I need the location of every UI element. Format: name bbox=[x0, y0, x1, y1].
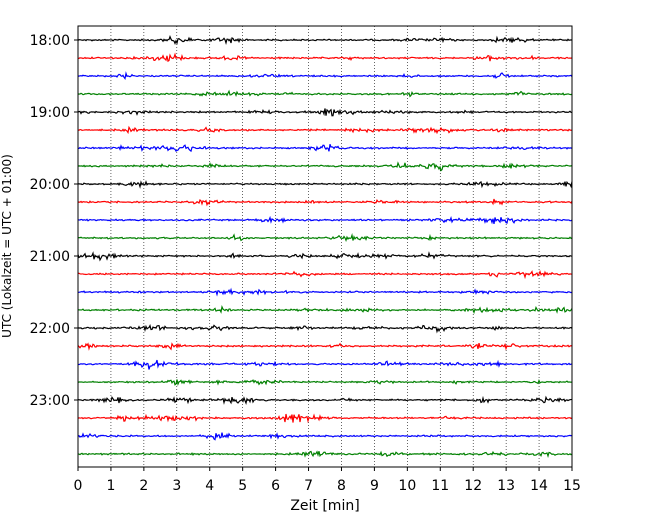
trace-line bbox=[77, 304, 573, 315]
trace-line bbox=[77, 34, 573, 45]
trace-line bbox=[77, 324, 573, 334]
x-tick-label: 15 bbox=[563, 478, 581, 494]
trace-line bbox=[77, 395, 573, 405]
trace-line bbox=[77, 233, 573, 242]
seismic-traces bbox=[77, 34, 573, 459]
x-tick-label: 10 bbox=[398, 478, 416, 494]
x-tick-label: 9 bbox=[370, 478, 379, 494]
trace-line bbox=[77, 251, 572, 262]
trace-line bbox=[77, 269, 573, 280]
trace-line bbox=[77, 359, 573, 370]
x-tick-label: 1 bbox=[106, 478, 115, 494]
y-tick-label: 18:00 bbox=[30, 33, 70, 49]
y-tick-label: 22:00 bbox=[30, 321, 70, 337]
trace-line bbox=[77, 89, 573, 98]
trace-line bbox=[77, 379, 573, 386]
trace-line bbox=[77, 342, 573, 351]
x-tick-label: 12 bbox=[464, 478, 482, 494]
y-tick-label: 20:00 bbox=[30, 177, 70, 193]
y-axis: 18:00 19:00 20:00 21:00 22:00 23:00 bbox=[30, 33, 78, 409]
trace-line bbox=[77, 108, 573, 117]
x-tick-label: 0 bbox=[74, 478, 83, 494]
y-axis-label: UTC (Lokalzeit = UTC + 01:00) bbox=[0, 154, 14, 338]
trace-line bbox=[77, 287, 573, 297]
x-tick-label: 11 bbox=[431, 478, 449, 494]
trace-line bbox=[77, 125, 573, 135]
trace-line bbox=[77, 198, 573, 207]
x-tick-label: 13 bbox=[497, 478, 515, 494]
x-tick-label: 2 bbox=[139, 478, 148, 494]
trace-line bbox=[77, 71, 573, 81]
x-tick-label: 14 bbox=[530, 478, 548, 494]
x-axis-label: Zeit [min] bbox=[290, 498, 359, 514]
trace-line bbox=[77, 161, 573, 172]
trace-line bbox=[77, 144, 573, 153]
trace-line bbox=[77, 215, 573, 225]
y-tick-label: 21:00 bbox=[30, 249, 70, 265]
trace-line bbox=[77, 180, 573, 189]
x-tick-label: 7 bbox=[304, 478, 313, 494]
x-axis: 0 1 2 3 4 5 6 7 8 9 10 11 12 13 14 15 bbox=[74, 467, 581, 494]
trace-line bbox=[77, 450, 573, 459]
plot-frame bbox=[77, 25, 573, 468]
x-tick-label: 8 bbox=[337, 478, 346, 494]
trace-line bbox=[77, 413, 573, 424]
x-tick-label: 4 bbox=[205, 478, 214, 494]
x-tick-label: 5 bbox=[238, 478, 247, 494]
x-tick-label: 6 bbox=[271, 478, 280, 494]
trace-line bbox=[77, 52, 573, 63]
y-tick-label: 19:00 bbox=[30, 105, 70, 121]
y-tick-label: 23:00 bbox=[30, 393, 70, 409]
trace-line bbox=[77, 432, 573, 441]
x-tick-label: 3 bbox=[172, 478, 181, 494]
